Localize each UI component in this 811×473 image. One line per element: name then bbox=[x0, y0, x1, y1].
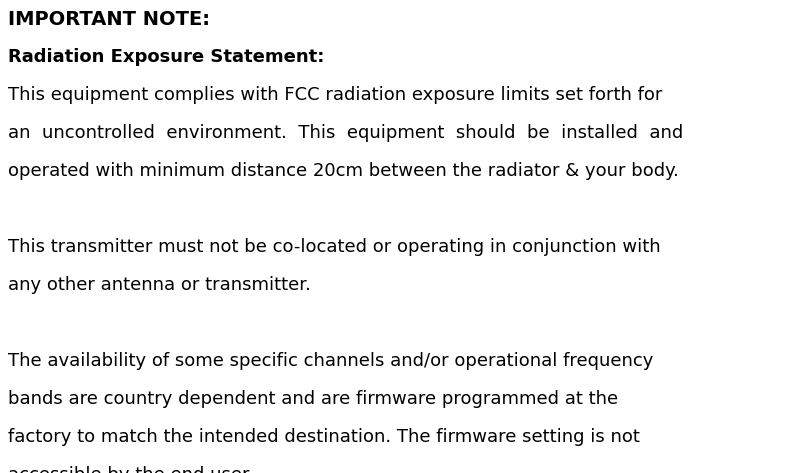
Text: This transmitter must not be co-located or operating in conjunction with: This transmitter must not be co-located … bbox=[8, 238, 661, 256]
Text: The availability of some specific channels and/or operational frequency: The availability of some specific channe… bbox=[8, 352, 654, 370]
Text: an  uncontrolled  environment.  This  equipment  should  be  installed  and: an uncontrolled environment. This equipm… bbox=[8, 124, 683, 142]
Text: factory to match the intended destination. The firmware setting is not: factory to match the intended destinatio… bbox=[8, 428, 640, 446]
Text: This equipment complies with FCC radiation exposure limits set forth for: This equipment complies with FCC radiati… bbox=[8, 86, 663, 104]
Text: IMPORTANT NOTE:: IMPORTANT NOTE: bbox=[8, 10, 210, 29]
Text: bands are country dependent and are firmware programmed at the: bands are country dependent and are firm… bbox=[8, 390, 618, 408]
Text: accessible by the end user.: accessible by the end user. bbox=[8, 466, 254, 473]
Text: operated with minimum distance 20cm between the radiator & your body.: operated with minimum distance 20cm betw… bbox=[8, 162, 679, 180]
Text: any other antenna or transmitter.: any other antenna or transmitter. bbox=[8, 276, 311, 294]
Text: Radiation Exposure Statement:: Radiation Exposure Statement: bbox=[8, 48, 324, 66]
